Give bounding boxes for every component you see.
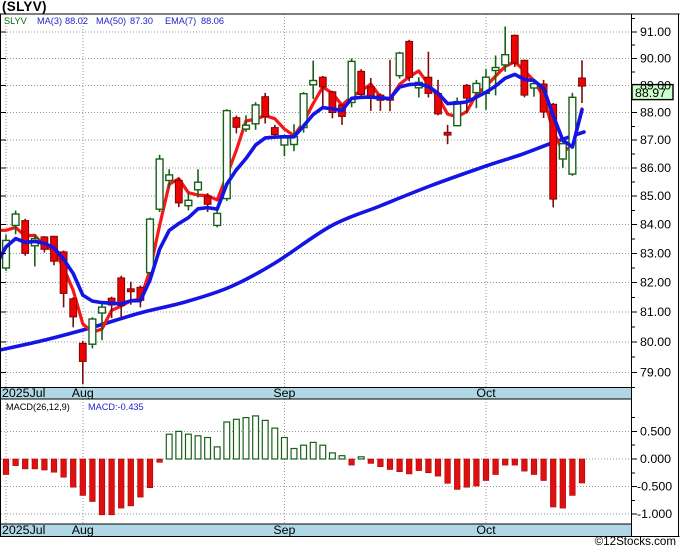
svg-text:82.00: 82.00 <box>640 276 671 290</box>
svg-text:89.00: 89.00 <box>640 78 671 92</box>
svg-text:Aug: Aug <box>72 523 94 537</box>
svg-text:0.000: 0.000 <box>640 452 671 466</box>
svg-text:EMA(7): EMA(7) <box>165 16 196 26</box>
svg-text:87.00: 87.00 <box>640 133 671 147</box>
svg-text:84.00: 84.00 <box>640 218 671 232</box>
svg-text:90.00: 90.00 <box>640 51 671 65</box>
svg-text:91.00: 91.00 <box>640 25 671 39</box>
svg-text:Oct: Oct <box>476 386 496 400</box>
svg-text:81.00: 81.00 <box>640 305 671 319</box>
svg-text:86.00: 86.00 <box>640 161 671 175</box>
svg-text:0.500: 0.500 <box>640 424 671 438</box>
svg-text:MA(50): MA(50) <box>96 16 126 26</box>
svg-text:Sep: Sep <box>273 386 295 400</box>
svg-text:80.00: 80.00 <box>640 335 671 349</box>
svg-text:Aug: Aug <box>72 386 94 400</box>
svg-text:MACD:-0.435: MACD:-0.435 <box>88 402 144 412</box>
svg-text:(SLYV): (SLYV) <box>2 0 47 14</box>
svg-text:SLYV: SLYV <box>4 16 28 26</box>
svg-text:Sep: Sep <box>273 523 295 537</box>
svg-text:©12Stocks.com: ©12Stocks.com <box>595 535 676 546</box>
svg-text:2025Jul: 2025Jul <box>2 523 45 537</box>
svg-text:-1.000: -1.000 <box>637 507 672 521</box>
svg-text:MACD(26,12,9): MACD(26,12,9) <box>6 402 70 412</box>
svg-text:83.00: 83.00 <box>640 246 671 260</box>
svg-text:88.97: 88.97 <box>635 86 666 100</box>
svg-text:MA(3): MA(3) <box>37 16 62 26</box>
svg-text:79.00: 79.00 <box>640 365 671 379</box>
svg-text:88.02: 88.02 <box>65 16 88 26</box>
svg-text:Oct: Oct <box>476 523 496 537</box>
svg-text:88.06: 88.06 <box>201 16 224 26</box>
svg-text:85.00: 85.00 <box>640 189 671 203</box>
svg-text:87.30: 87.30 <box>130 16 153 26</box>
svg-text:-0.500: -0.500 <box>637 480 672 494</box>
svg-text:88.00: 88.00 <box>640 106 671 120</box>
svg-text:2025Jul: 2025Jul <box>2 386 45 400</box>
